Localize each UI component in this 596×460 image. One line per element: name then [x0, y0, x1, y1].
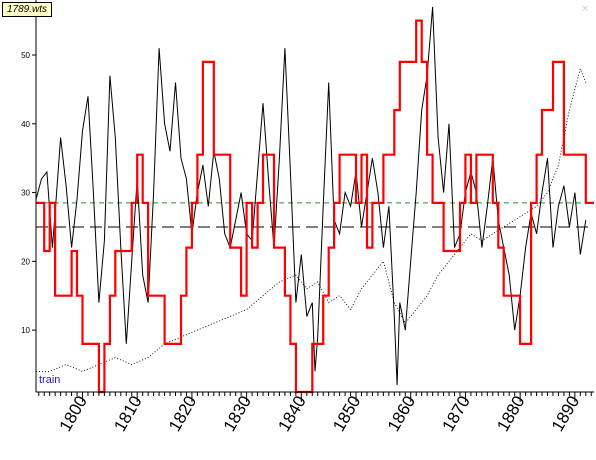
close-icon[interactable]: ×	[581, 4, 589, 14]
y-tick-label-50: 50	[21, 51, 30, 60]
x-tick-label-1800: 1800	[56, 393, 91, 435]
series-label: train	[39, 374, 61, 386]
y-tick-label-40: 40	[21, 120, 30, 129]
x-tick-label-1830: 1830	[220, 393, 255, 435]
x-tick-label-1810: 1810	[110, 393, 145, 435]
y-tick-label-10: 10	[21, 326, 30, 335]
reference-lines	[36, 202, 594, 228]
x-tick-label-1890: 1890	[548, 393, 583, 435]
x-tick-label-1870: 1870	[439, 393, 474, 435]
series-dotted-1	[36, 67, 587, 372]
y-tick-label-20: 20	[21, 257, 30, 266]
x-tick-label-1860: 1860	[384, 393, 419, 435]
x-tick-label-1840: 1840	[274, 393, 309, 435]
y-tick-label-30: 30	[21, 189, 30, 198]
x-tick-label-1820: 1820	[165, 393, 200, 435]
x-tick-label-1880: 1880	[493, 393, 528, 435]
x-tick-label-1850: 1850	[329, 393, 364, 435]
file-label-badge: 1789.wts	[2, 2, 53, 17]
plot-area	[36, 0, 594, 392]
